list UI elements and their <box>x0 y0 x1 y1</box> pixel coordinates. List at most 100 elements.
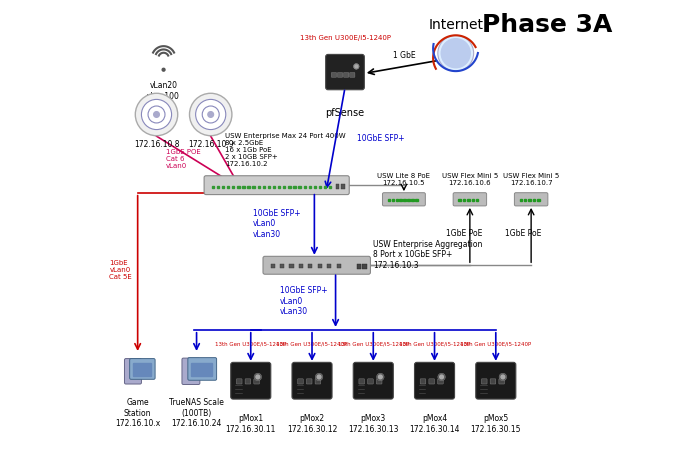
FancyBboxPatch shape <box>353 362 393 399</box>
Text: 10GbE SFP+
vLan0
vLan30: 10GbE SFP+ vLan0 vLan30 <box>253 209 301 239</box>
Bar <box>268 186 270 188</box>
Bar <box>458 199 461 201</box>
Circle shape <box>135 93 178 136</box>
FancyBboxPatch shape <box>482 379 487 384</box>
FancyBboxPatch shape <box>331 73 337 77</box>
Bar <box>289 264 294 268</box>
Bar <box>278 186 280 188</box>
FancyBboxPatch shape <box>204 176 349 195</box>
Bar <box>217 186 219 188</box>
FancyBboxPatch shape <box>326 55 364 90</box>
Bar <box>257 186 260 188</box>
Bar <box>362 264 366 269</box>
Bar <box>317 264 322 268</box>
Bar <box>400 199 402 201</box>
Circle shape <box>378 375 382 379</box>
Text: pfSense: pfSense <box>326 108 364 118</box>
Bar <box>538 199 540 201</box>
Bar <box>133 363 151 375</box>
Bar <box>319 186 322 188</box>
FancyBboxPatch shape <box>490 379 496 384</box>
Text: 10GbE SFP+
vLan0
vLan30: 10GbE SFP+ vLan0 vLan30 <box>280 286 328 316</box>
Bar <box>341 184 344 189</box>
Bar <box>248 186 250 188</box>
Circle shape <box>154 112 159 117</box>
Bar <box>293 186 296 188</box>
Bar <box>533 199 535 201</box>
FancyBboxPatch shape <box>429 379 435 384</box>
Text: 13th Gen U300E/i5-1240P: 13th Gen U300E/i5-1240P <box>337 341 409 346</box>
Text: 13th Gen U300E/i5-1240P: 13th Gen U300E/i5-1240P <box>215 341 286 346</box>
Text: USW Flex Mini 5
172.16.10.7: USW Flex Mini 5 172.16.10.7 <box>503 173 560 186</box>
Bar <box>524 199 526 201</box>
FancyBboxPatch shape <box>337 73 343 77</box>
Text: Phase 3A: Phase 3A <box>482 13 613 37</box>
Circle shape <box>256 375 259 379</box>
FancyBboxPatch shape <box>376 379 382 384</box>
Bar <box>388 199 390 201</box>
Bar <box>404 199 406 201</box>
Text: pMox5
172.16.30.15: pMox5 172.16.30.15 <box>471 414 521 434</box>
Bar <box>280 264 284 268</box>
FancyBboxPatch shape <box>382 193 425 206</box>
Text: TrueNAS Scale
(100TB)
172.16.10.24: TrueNAS Scale (100TB) 172.16.10.24 <box>169 398 224 428</box>
Text: Game
Station
172.16.10.x: Game Station 172.16.10.x <box>115 398 160 428</box>
FancyBboxPatch shape <box>344 73 348 77</box>
Bar <box>299 264 303 268</box>
Circle shape <box>190 93 232 136</box>
FancyBboxPatch shape <box>453 193 486 206</box>
Bar <box>324 186 326 188</box>
FancyBboxPatch shape <box>182 358 200 384</box>
Bar <box>308 186 311 188</box>
FancyBboxPatch shape <box>297 379 304 384</box>
FancyBboxPatch shape <box>292 362 332 399</box>
Text: 172.16.10.9: 172.16.10.9 <box>188 140 233 149</box>
FancyBboxPatch shape <box>437 379 443 384</box>
Circle shape <box>501 375 505 379</box>
Text: 1 GbE: 1 GbE <box>393 51 415 60</box>
Bar <box>467 199 469 201</box>
Bar <box>463 199 465 201</box>
Circle shape <box>353 64 359 69</box>
FancyBboxPatch shape <box>188 357 217 380</box>
Text: 13th Gen U300E/i5-1240P: 13th Gen U300E/i5-1240P <box>299 36 391 41</box>
Bar <box>232 186 235 188</box>
Bar <box>253 186 255 188</box>
Bar <box>314 186 316 188</box>
Bar <box>304 186 306 188</box>
Text: 1GbE
vLan0
Cat 5E: 1GbE vLan0 Cat 5E <box>110 260 132 280</box>
Text: pMox2
172.16.30.12: pMox2 172.16.30.12 <box>287 414 337 434</box>
Text: pMox3
172.16.30.13: pMox3 172.16.30.13 <box>348 414 399 434</box>
Text: pMox4
172.16.30.14: pMox4 172.16.30.14 <box>409 414 460 434</box>
Bar <box>308 264 313 268</box>
FancyBboxPatch shape <box>368 379 373 384</box>
Bar <box>227 186 229 188</box>
Bar <box>273 186 275 188</box>
Circle shape <box>162 68 165 71</box>
Circle shape <box>317 375 321 379</box>
Bar <box>242 186 245 188</box>
Circle shape <box>315 373 323 381</box>
Bar <box>270 264 275 268</box>
Circle shape <box>196 100 226 129</box>
Bar <box>529 199 531 201</box>
Bar <box>520 199 522 201</box>
Text: USW Enterprise Aggregation
8 Port x 10GbE SFP+
172.16.10.3: USW Enterprise Aggregation 8 Port x 10Gb… <box>373 240 482 270</box>
FancyBboxPatch shape <box>245 379 250 384</box>
FancyBboxPatch shape <box>476 362 516 399</box>
Circle shape <box>440 38 471 68</box>
FancyBboxPatch shape <box>254 379 259 384</box>
Text: 13th Gen U300E/i5-1240P: 13th Gen U300E/i5-1240P <box>399 341 470 346</box>
Text: 10GbE SFP+: 10GbE SFP+ <box>357 134 404 143</box>
FancyBboxPatch shape <box>230 362 270 399</box>
Text: 172.16.10.8: 172.16.10.8 <box>134 140 179 149</box>
FancyBboxPatch shape <box>315 379 321 384</box>
Bar <box>415 199 417 201</box>
Bar <box>407 199 410 201</box>
Bar <box>327 264 331 268</box>
Bar <box>263 186 265 188</box>
FancyBboxPatch shape <box>359 379 364 384</box>
FancyBboxPatch shape <box>415 362 455 399</box>
Bar <box>337 264 341 268</box>
Text: pMox1
172.16.30.11: pMox1 172.16.30.11 <box>226 414 276 434</box>
